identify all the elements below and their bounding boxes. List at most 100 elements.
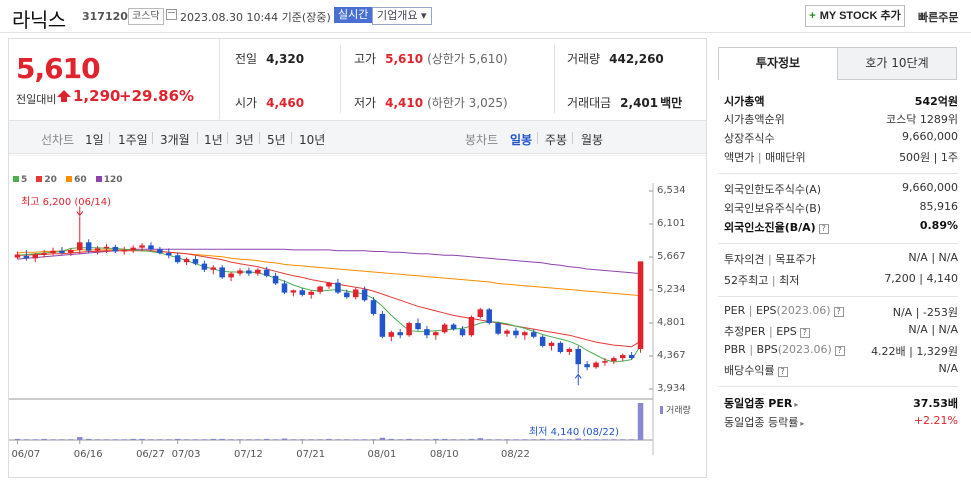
volume-bar xyxy=(352,439,359,441)
shares-label: 상장주식수 xyxy=(724,132,775,145)
divider xyxy=(340,45,341,113)
help-icon[interactable]: ? xyxy=(799,328,810,338)
volume-bar xyxy=(566,439,573,441)
volume-bar xyxy=(166,439,172,441)
volume-bar xyxy=(495,439,501,441)
stat-upper-limit: (상한가 5,610) xyxy=(427,52,508,66)
candle xyxy=(593,362,599,368)
period-1w[interactable]: 1주일 xyxy=(118,133,148,147)
unit-label: 매매단위 xyxy=(765,151,806,164)
candle xyxy=(263,269,270,276)
candle xyxy=(317,286,323,292)
volume-legend: 거래량 xyxy=(660,403,691,416)
price-change-percent: +29.86% xyxy=(119,87,195,105)
period-3m[interactable]: 3개월 xyxy=(160,133,190,147)
target-label: 목표주가 xyxy=(775,253,816,266)
volume-bar xyxy=(637,403,644,440)
volume-bar xyxy=(477,438,484,440)
candle xyxy=(210,267,217,270)
volume-bar xyxy=(441,438,448,440)
stock-name: 라닉스 xyxy=(12,8,66,32)
volume-bar xyxy=(41,438,47,440)
row-industry-change[interactable]: 동일업종 등락률 ▸ +2.21% xyxy=(724,414,958,431)
candle xyxy=(522,332,528,336)
period-1y[interactable]: 1년 xyxy=(204,133,223,147)
volume-bar xyxy=(539,438,546,440)
ma120-line xyxy=(17,248,641,275)
candle xyxy=(486,309,492,324)
help-icon[interactable]: ? xyxy=(777,367,788,377)
divider xyxy=(572,132,573,144)
candle xyxy=(575,348,581,365)
x-tick-label: 07/12 xyxy=(233,449,263,460)
par-label: 액면가 xyxy=(724,151,755,164)
stat-prev: 전일 4,320 xyxy=(235,50,304,67)
volume-bar xyxy=(433,438,439,440)
pbr-label: PBR xyxy=(724,343,746,356)
shares-value: 9,660,000 xyxy=(902,130,958,143)
low-annotation: 최저 4,140 (08/22) xyxy=(529,427,620,438)
price-change: 1,290 xyxy=(73,87,121,105)
high-annotation: 최고 6,200 (06/14) xyxy=(21,197,112,208)
volume-bar xyxy=(611,439,617,441)
period-1d[interactable]: 1일 xyxy=(85,133,104,147)
x-tick-label: 06/07 xyxy=(11,449,41,460)
candle xyxy=(281,283,288,293)
divider xyxy=(718,296,958,297)
candle xyxy=(219,267,225,278)
candle xyxy=(379,313,386,337)
ma60-line xyxy=(17,249,641,297)
quick-order-link[interactable]: 빠른주문 xyxy=(918,11,959,24)
y-tick-label: 3,934 xyxy=(657,383,686,394)
candle xyxy=(130,247,136,250)
add-mystock-label: MY STOCK 추가 xyxy=(819,10,901,22)
realtime-badge[interactable]: 실시간 xyxy=(334,7,373,23)
candle-weekly[interactable]: 주봉 xyxy=(545,133,568,147)
caret-right-icon: ▸ xyxy=(800,419,805,428)
candle-chart-label[interactable]: 봉차트 xyxy=(465,133,499,147)
help-icon[interactable]: ? xyxy=(818,224,829,234)
dividend-value: N/A xyxy=(938,362,958,375)
volume-bar xyxy=(272,439,279,441)
candle-daily[interactable]: 일봉 xyxy=(510,133,533,147)
tab-orderbook-10[interactable]: 호가 10단계 xyxy=(837,47,957,80)
stat-high-value: 5,610 xyxy=(385,52,424,66)
add-mystock-button[interactable]: + MY STOCK 추가 xyxy=(805,5,905,27)
candle xyxy=(68,249,74,253)
chart-legend: 5 20 60 120 xyxy=(13,175,129,185)
stat-volume-value: 442,260 xyxy=(609,52,664,66)
stat-amount-value: 2,401 xyxy=(620,96,659,110)
investment-info-panel: 투자정보 호가 10단계 시가총액 542억원 시가총액순위 코스닥 1289위 상… xyxy=(718,47,965,437)
company-info-dropdown[interactable]: 기업개요 ▾ xyxy=(372,7,432,25)
candle xyxy=(85,242,92,251)
volume-bar xyxy=(237,439,243,441)
candle xyxy=(397,332,403,336)
volume-bar xyxy=(255,439,261,441)
candle xyxy=(41,252,47,255)
legend-ma20: 20 xyxy=(36,175,57,185)
help-icon[interactable]: ? xyxy=(833,307,844,317)
row-est-per: 추정PER | EPS? N/A | N/A xyxy=(724,323,958,338)
divider xyxy=(109,132,110,144)
candle xyxy=(450,324,457,330)
candle-monthly[interactable]: 월봉 xyxy=(581,133,604,147)
period-5y[interactable]: 5년 xyxy=(267,133,286,147)
opinion-target-value: N/A | N/A xyxy=(908,251,958,264)
candle xyxy=(619,355,626,359)
volume-bar xyxy=(112,439,119,441)
tab-investment-info[interactable]: 투자정보 xyxy=(718,47,838,80)
period-3y[interactable]: 3년 xyxy=(235,133,254,147)
stat-volume: 거래량 442,260 xyxy=(567,50,664,67)
x-tick-label: 07/03 xyxy=(171,449,201,460)
row-52w: 52주최고 | 최저 7,200 | 4,140 xyxy=(724,272,958,287)
line-chart-label[interactable]: 선차트 xyxy=(41,133,75,147)
candlestick-chart[interactable] xyxy=(9,155,706,477)
w52-low-label: 최저 xyxy=(779,274,800,287)
price-chart[interactable]: 5 20 60 120 6,534 6,101 5,667 5,234 4,801 4,3… xyxy=(9,155,706,477)
help-icon[interactable]: ? xyxy=(834,346,845,356)
period-10y[interactable]: 10년 xyxy=(299,133,326,147)
row-industry-per[interactable]: 동일업종 PER ▸ 37.53배 xyxy=(724,395,958,412)
volume-bar xyxy=(317,439,323,441)
foreign-hold-label: 외국인보유주식수(B) xyxy=(724,202,822,215)
eps-label: EPS xyxy=(755,304,777,317)
